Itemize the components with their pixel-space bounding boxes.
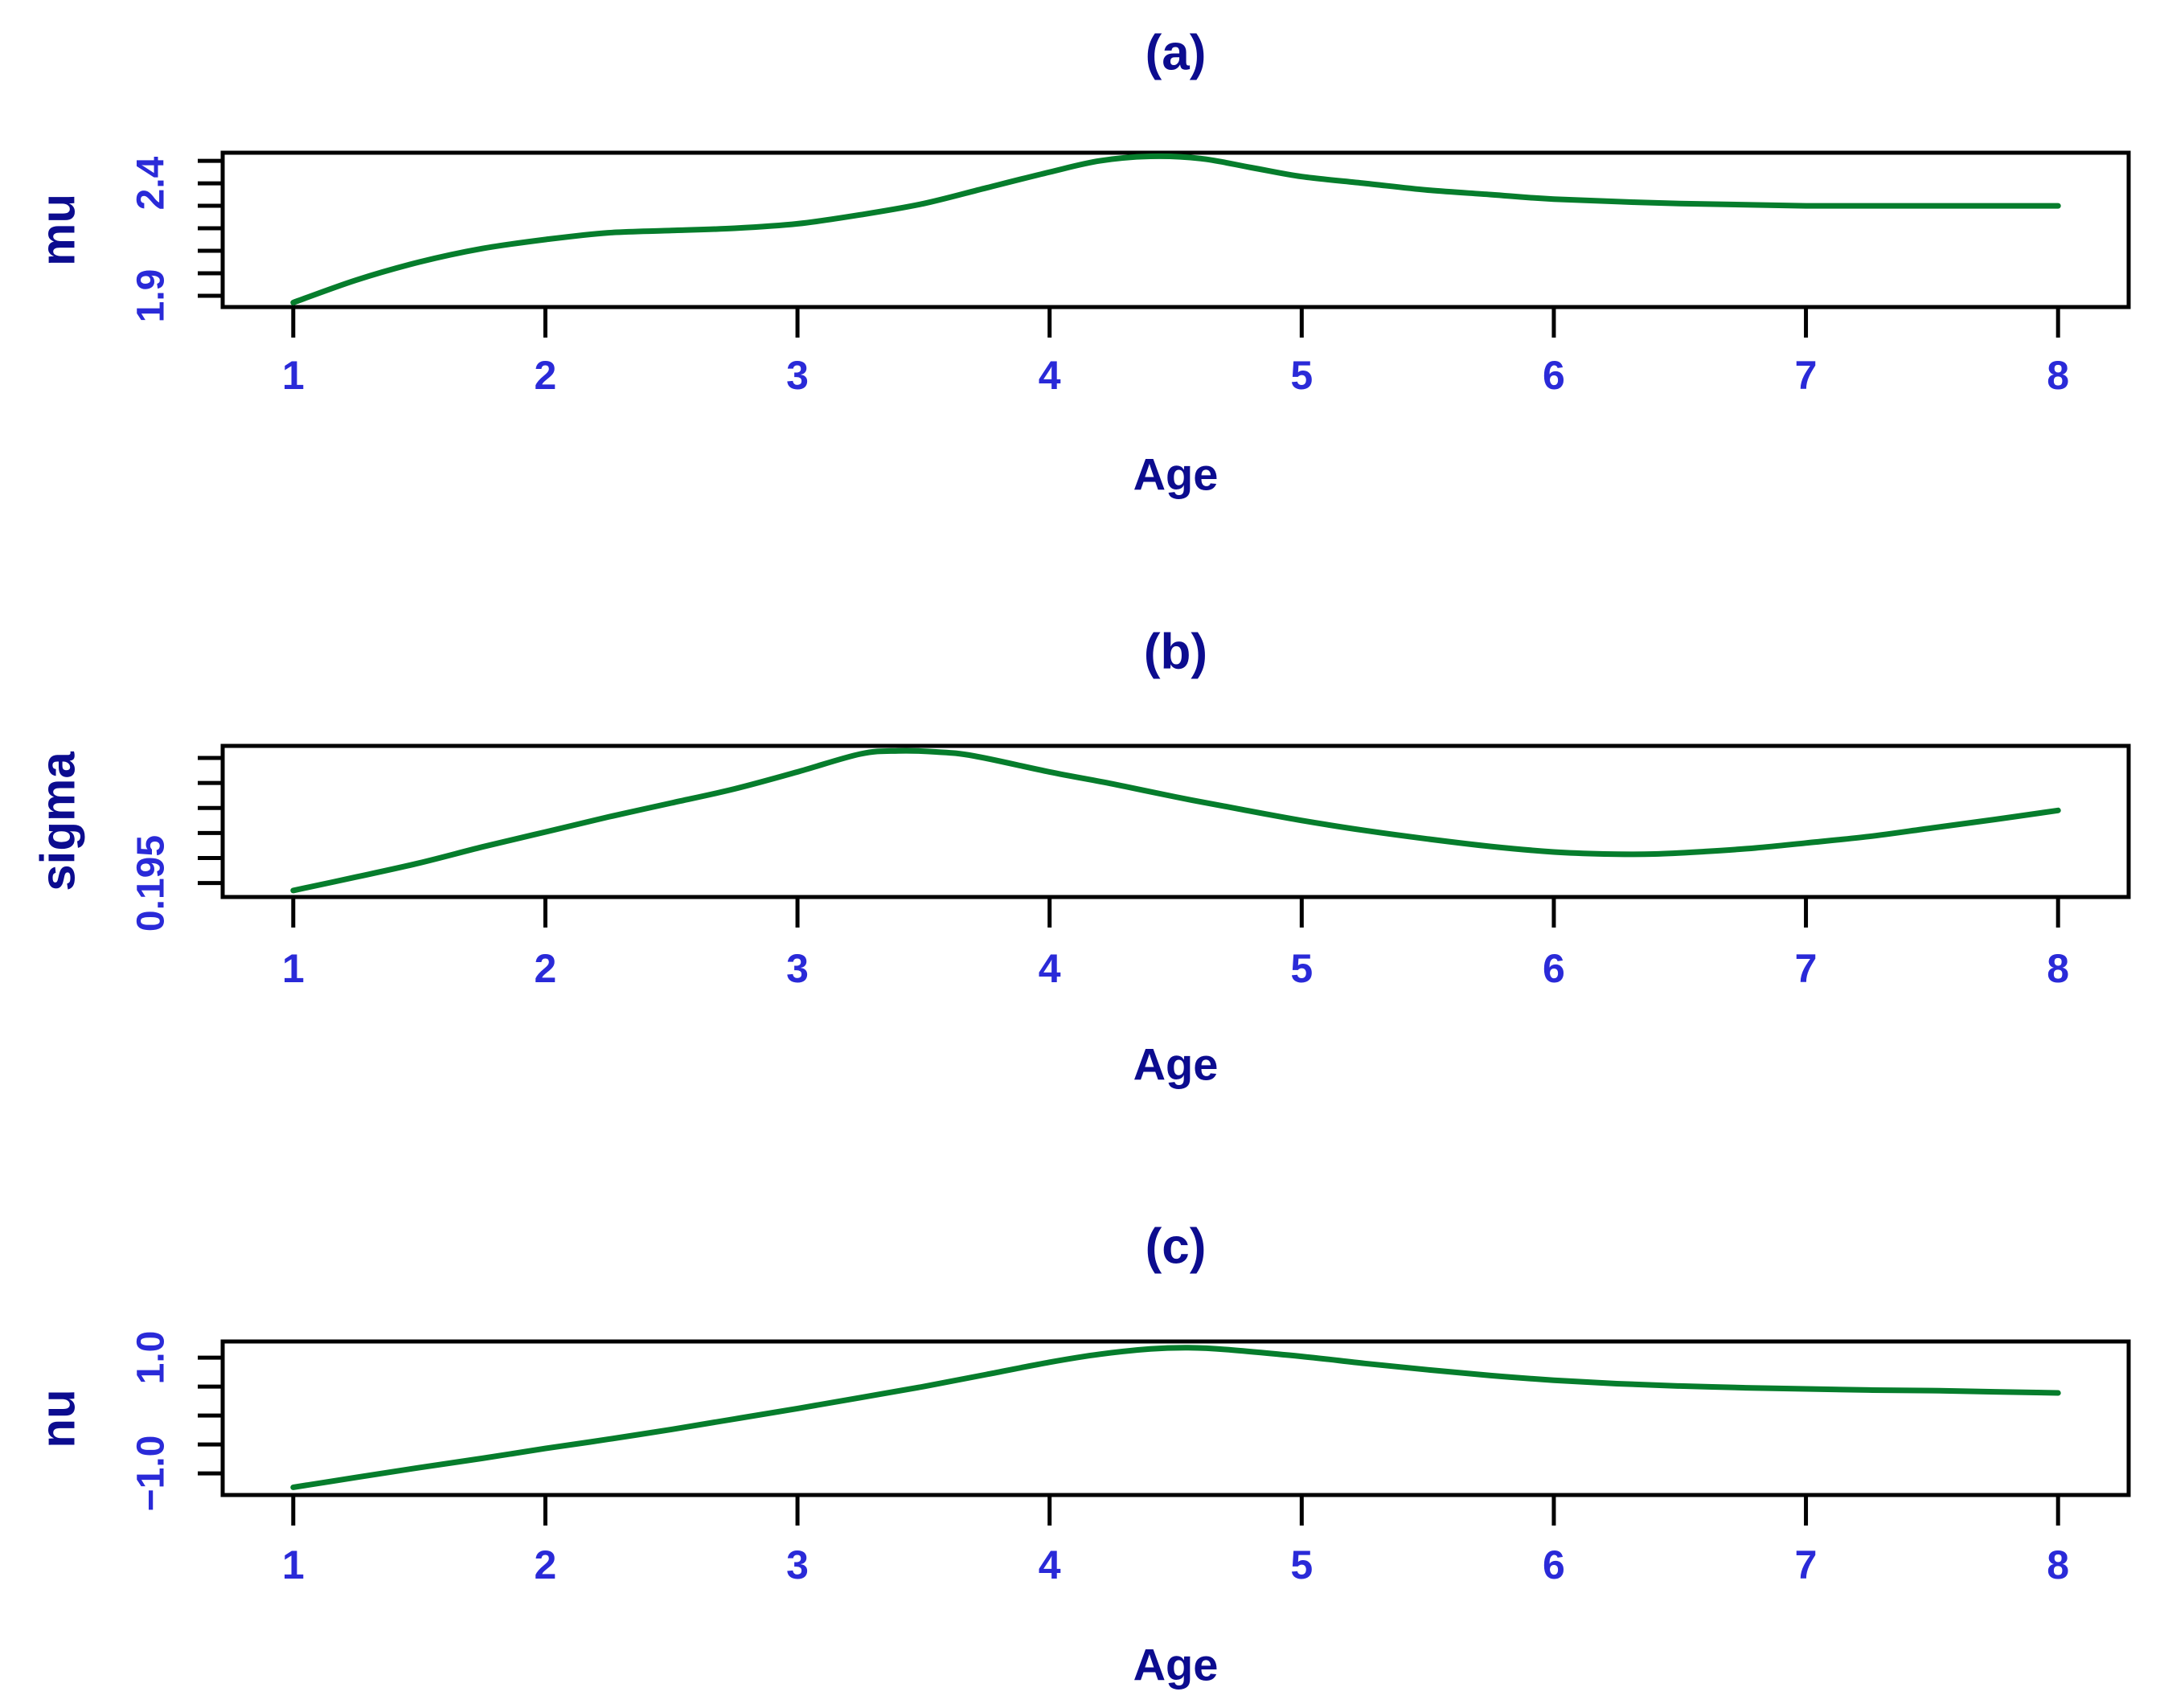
x-tick-label: 4	[1038, 946, 1061, 991]
x-tick-label: 2	[534, 353, 557, 398]
x-tick-label: 1	[281, 1542, 305, 1587]
x-tick-label: 6	[1543, 353, 1565, 398]
y-tick-label: 2.4	[129, 156, 173, 211]
x-tick-label: 2	[534, 1542, 557, 1587]
x-tick-label: 6	[1543, 1542, 1565, 1587]
y-tick-label: 1.0	[129, 1330, 173, 1385]
x-axis-label-age: Age	[1133, 449, 1219, 500]
plot-box	[220, 743, 2131, 899]
panel-a-title: (a)	[1145, 25, 1207, 81]
x-tick-label: 1	[281, 946, 305, 991]
y-tick-label: 1.9	[129, 268, 173, 323]
x-tick-label: 7	[1794, 353, 1818, 398]
fitted-curve	[290, 748, 2061, 894]
fitted-curve	[290, 153, 2061, 305]
x-tick-label: 2	[534, 946, 557, 991]
x-tick-label: 4	[1038, 353, 1061, 398]
y-axis-label-mu: mu	[31, 194, 85, 266]
x-tick-label: 5	[1290, 946, 1314, 991]
x-tick-label: 5	[1290, 353, 1314, 398]
x-tick-label: 1	[281, 353, 305, 398]
x-tick-label: 8	[2047, 353, 2070, 398]
x-tick-label: 8	[2047, 946, 2070, 991]
x-axis-label-age: Age	[1133, 1038, 1219, 1090]
x-tick-label: 6	[1543, 946, 1565, 991]
x-tick-label: 7	[1794, 1542, 1818, 1587]
y-axis-label-sigma: sigma	[31, 752, 85, 891]
x-tick-label: 5	[1290, 1542, 1314, 1587]
fitted-curve	[290, 1345, 2061, 1490]
x-tick-label: 3	[786, 1542, 809, 1587]
x-tick-label: 7	[1794, 946, 1818, 991]
y-tick-label: −1.0	[129, 1435, 173, 1512]
x-tick-label: 4	[1038, 1542, 1061, 1587]
x-tick-label: 3	[786, 353, 809, 398]
x-axis-label-age: Age	[1133, 1639, 1219, 1690]
plot-area-nu	[198, 1339, 2131, 1526]
y-axis-label-nu: nu	[31, 1388, 85, 1448]
plot-box	[220, 1339, 2131, 1497]
x-tick-label: 8	[2047, 1542, 2070, 1587]
x-tick-label: 3	[786, 946, 809, 991]
plot-box	[220, 150, 2131, 309]
plot-area-sigma	[198, 743, 2131, 928]
plot-area-mu	[198, 150, 2131, 338]
y-tick-label: 0.195	[129, 834, 173, 932]
panel-b-title: (b)	[1143, 624, 1208, 680]
panel-c-title: (c)	[1145, 1219, 1207, 1275]
